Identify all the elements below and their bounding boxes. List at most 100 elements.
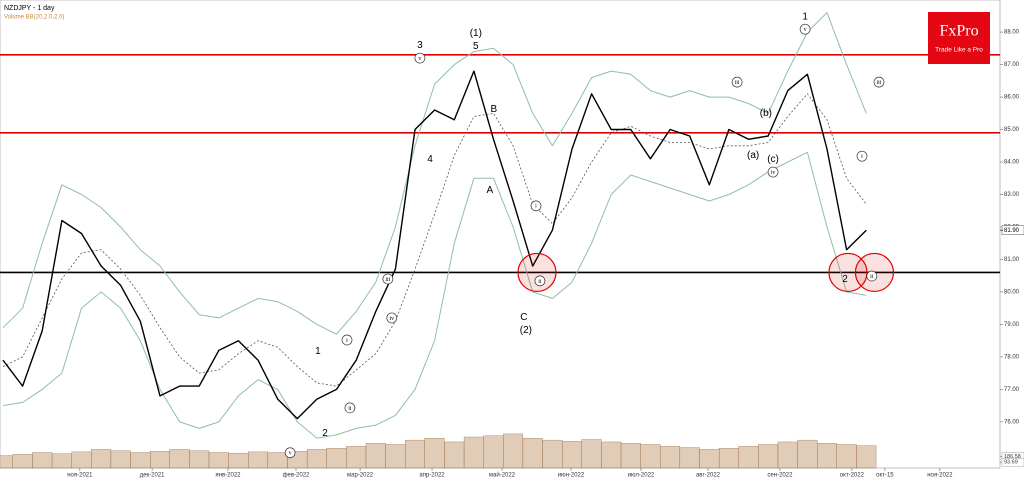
x-tick-label: окт-2022 (840, 473, 865, 479)
volume-bar (32, 452, 53, 469)
volume-bar (71, 451, 92, 469)
x-tick-label: фев-2022 (283, 473, 310, 479)
x-tick-label: ноя-2022 (927, 473, 953, 479)
y-tick-label: 83.00 (1004, 192, 1020, 198)
chart-title: NZDJPY - 1 day (4, 5, 55, 12)
volume-bar (189, 450, 210, 469)
volume-bar (365, 443, 386, 469)
wave-label: i (861, 154, 863, 160)
volume-bar (758, 444, 779, 469)
volume-bar (130, 452, 151, 469)
volume-bar (267, 452, 288, 469)
wave-label: 4 (427, 154, 433, 165)
wave-label: 5 (473, 41, 479, 52)
wave-circle (530, 200, 542, 212)
y-tick-label: 84.00 (1004, 160, 1020, 166)
wave-circle (284, 447, 296, 459)
volume-bar (562, 441, 582, 469)
wave-label: v (289, 451, 292, 457)
y-tick-label: 76.00 (1004, 419, 1020, 425)
volume-bar (12, 454, 33, 469)
wave-label: v (418, 56, 421, 62)
wave-label: iv (389, 316, 394, 322)
volume-bar (679, 447, 700, 469)
volume-bar (326, 448, 347, 469)
volume-bar (699, 449, 720, 469)
volume-bar (620, 443, 641, 469)
wave-circle (856, 150, 868, 162)
volume-bar (405, 439, 425, 469)
wave-circle (866, 270, 878, 282)
wave-circle (873, 76, 885, 88)
y-tick-label: 85.00 (1004, 127, 1020, 133)
x-tick-label: дек-2021 (140, 473, 165, 479)
volume-bar (385, 444, 406, 469)
x-tick-label: июн-2022 (558, 473, 585, 479)
volume-bar (169, 449, 190, 469)
volume-bar (738, 446, 759, 469)
wave-label: (1) (470, 28, 482, 39)
volume-bar (208, 452, 229, 469)
wave-label: i (346, 338, 348, 344)
wave-label: 2 (322, 428, 328, 439)
volume-bar (581, 439, 602, 469)
x-tick-label: сен-2022 (767, 473, 793, 479)
volume-bar (51, 453, 72, 469)
x-tick-label: мар-2022 (347, 473, 374, 479)
brand-logo: FxPro Trade Like a Pro (928, 12, 990, 64)
volume-tick-box (1001, 457, 1024, 467)
volume-bar (483, 435, 504, 469)
y-tick-label: 78.00 (1004, 354, 1020, 360)
volume-bar (660, 446, 681, 469)
x-tick-label: авг-2022 (696, 473, 721, 479)
y-tick-label: 80.00 (1004, 290, 1020, 296)
wave-circle (414, 52, 426, 64)
volume-bar (522, 438, 543, 469)
wave-circle (386, 312, 398, 324)
y-tick-label: 88.00 (1004, 30, 1020, 36)
volume-bar (836, 444, 857, 469)
wave-label: iii (735, 80, 740, 86)
y-tick-label: 79.00 (1004, 322, 1020, 328)
wave-label: v (804, 27, 807, 33)
volume-bar (718, 448, 739, 469)
wave-label: C (520, 312, 527, 323)
plot-frame (0, 0, 1001, 469)
logo-name: FxPro (939, 23, 978, 40)
wave-label: 1 (315, 346, 321, 357)
wave-label: iii (877, 80, 882, 86)
logo-box (928, 12, 990, 64)
volume-bar (150, 451, 170, 469)
wave-label: (2) (520, 325, 532, 336)
volume-bar (856, 445, 877, 469)
volume-tick-label: 93.69 (1004, 460, 1018, 466)
volume-bar (424, 438, 445, 469)
logo-tagline: Trade Like a Pro (935, 47, 983, 54)
x-tick-label: апр-2022 (419, 473, 445, 479)
volume-bar (817, 443, 837, 469)
wave-circle (767, 166, 779, 178)
wave-circle (341, 334, 353, 346)
volume-bar (0, 455, 13, 469)
x-tick-label: июл-2022 (628, 473, 655, 479)
wave-circle (731, 76, 743, 88)
wave-label: 2 (842, 274, 848, 285)
wave-label: 1 (802, 11, 808, 22)
wave-label: (c) (767, 154, 779, 165)
wave-label: i (535, 204, 537, 210)
volume-bar (91, 449, 112, 469)
band-line (2, 93, 867, 387)
volume-bar (346, 446, 367, 469)
x-tick-label: окт-15 (876, 473, 894, 479)
volume-bar (640, 444, 661, 469)
x-tick-label: ноя-2021 (67, 473, 93, 479)
wave-label: B (490, 104, 497, 115)
wave-label: iii (385, 277, 390, 283)
y-tick-label: 87.00 (1004, 62, 1020, 68)
price-line (2, 70, 867, 420)
volume-bar (248, 451, 269, 469)
volume-bar (444, 441, 465, 469)
volume-bar (542, 439, 563, 469)
volume-bar (503, 433, 524, 469)
